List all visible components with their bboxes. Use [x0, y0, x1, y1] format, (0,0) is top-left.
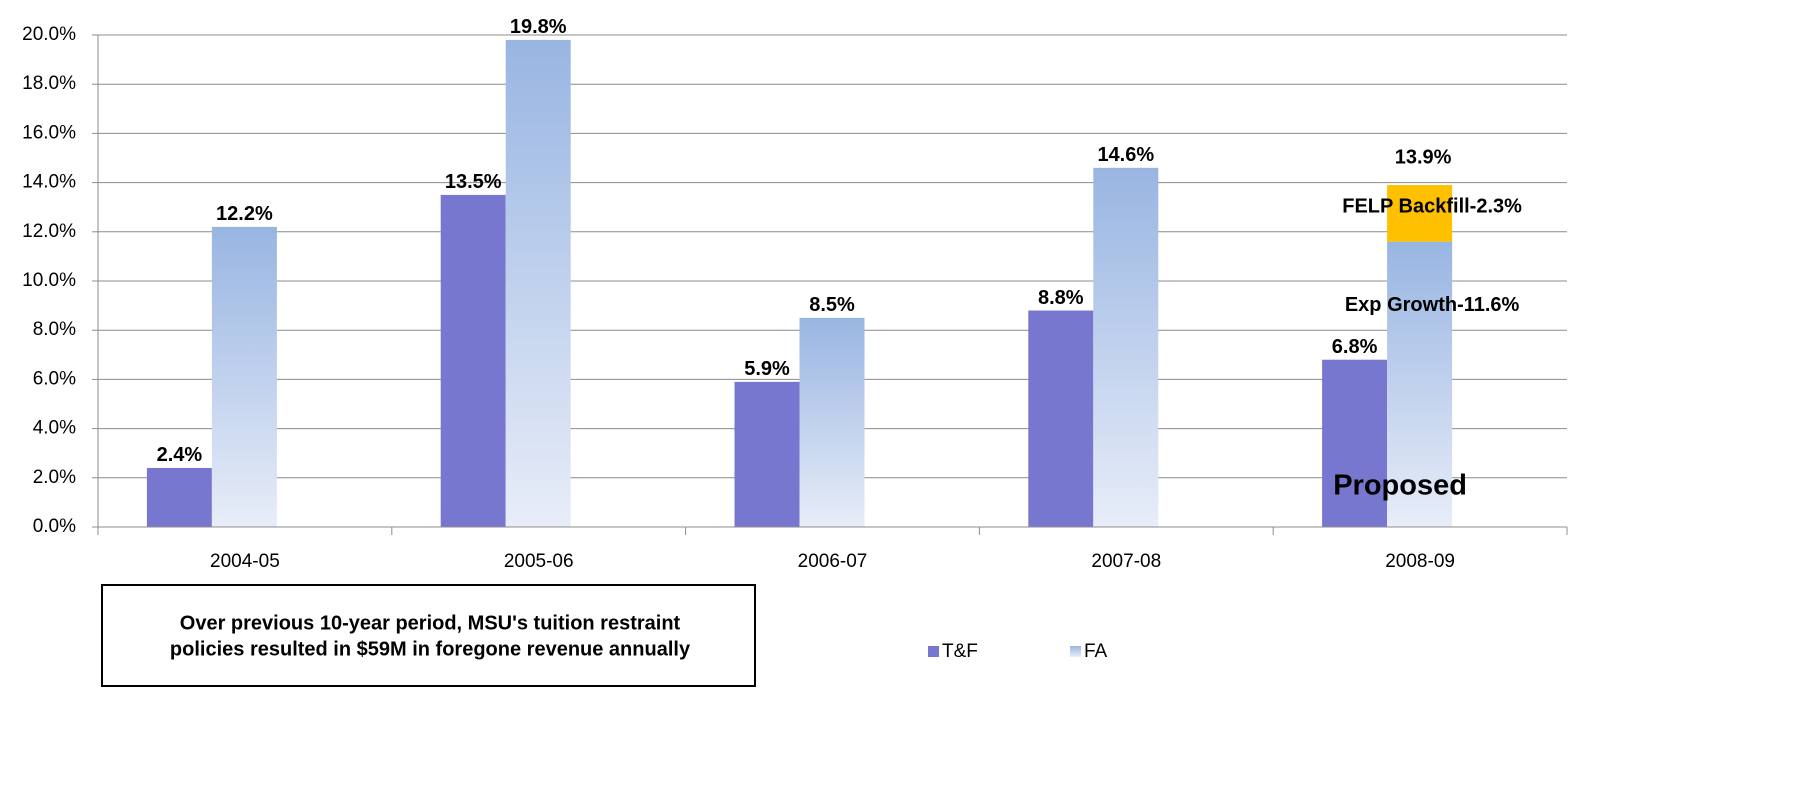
data-label: 5.9%: [744, 358, 790, 380]
x-tick-label: 2008-09: [1385, 551, 1455, 572]
y-tick-label: 0.0%: [33, 516, 76, 537]
note-line: policies resulted in $59M in foregone re…: [170, 638, 691, 660]
x-tick-label: 2005-06: [504, 551, 574, 572]
y-tick-label: 18.0%: [22, 73, 76, 94]
bar: [505, 39, 571, 528]
y-tick-label: 10.0%: [22, 270, 76, 291]
bar: [1387, 185, 1453, 242]
annotation: 13.9%: [1395, 146, 1452, 168]
data-label: 13.5%: [445, 171, 502, 193]
x-tick-label: 2007-08: [1091, 551, 1161, 572]
y-tick-label: 12.0%: [22, 221, 76, 242]
x-tick-label: 2004-05: [210, 551, 280, 572]
data-label: FELP Backfill-2.3%: [1342, 195, 1522, 217]
data-label: 19.8%: [510, 16, 567, 38]
y-tick-label: 4.0%: [33, 418, 76, 439]
data-label: Exp Growth-11.6%: [1345, 294, 1520, 316]
data-label: 2.4%: [157, 444, 203, 466]
legend-label: FA: [1084, 641, 1108, 662]
bar: [211, 226, 277, 527]
y-tick-label: 8.0%: [33, 319, 76, 340]
legend-label: T&F: [942, 641, 978, 662]
y-tick-label: 20.0%: [22, 24, 76, 45]
y-tick-label: 16.0%: [22, 122, 76, 143]
bar: [146, 467, 212, 527]
annotation: Proposed: [1333, 470, 1467, 502]
x-tick-label: 2006-07: [798, 551, 868, 572]
y-tick-label: 14.0%: [22, 172, 76, 193]
data-label: 8.5%: [809, 294, 855, 316]
bar: [1093, 167, 1159, 527]
bar: [1028, 310, 1094, 527]
bar: [440, 194, 506, 527]
data-label: 6.8%: [1332, 336, 1378, 358]
y-tick-label: 2.0%: [33, 467, 76, 488]
bar: [1322, 359, 1388, 527]
bar: [799, 317, 865, 527]
legend-swatch: [1070, 646, 1081, 657]
data-label: 8.8%: [1038, 287, 1084, 309]
y-tick-label: 6.0%: [33, 368, 76, 389]
legend-swatch: [928, 646, 939, 657]
note-line: Over previous 10-year period, MSU's tuit…: [180, 612, 681, 634]
bar: [1387, 241, 1453, 527]
bar: [734, 381, 800, 527]
note-box: [101, 584, 756, 687]
data-label: 12.2%: [216, 203, 273, 225]
data-label: 14.6%: [1097, 144, 1154, 166]
